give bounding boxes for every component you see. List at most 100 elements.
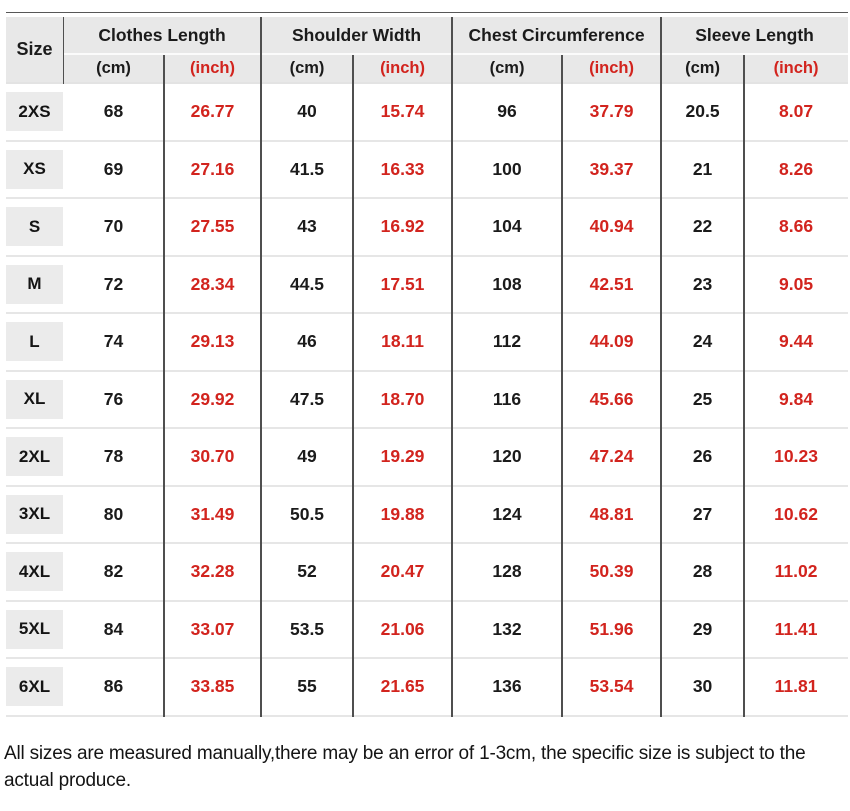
shoulder-width-inch: 18.11 — [353, 314, 453, 372]
table-row: M 72 28.34 44.5 17.51 108 42.51 23 9.05 — [6, 256, 849, 314]
sleeve-length-inch: 8.26 — [744, 141, 849, 199]
table-gridline — [352, 55, 354, 717]
chest-circumference-cm: 128 — [452, 544, 563, 602]
shoulder-width-cm: 50.5 — [261, 486, 354, 544]
clothes-length-inch: 31.49 — [164, 486, 262, 544]
size-label: 2XS — [6, 92, 63, 132]
shoulder-width-cm: 40 — [261, 84, 354, 142]
column-header-shoulder-width: Shoulder Width — [261, 17, 453, 55]
sleeve-length-inch: 8.07 — [744, 84, 849, 142]
size-cell: 5XL — [6, 601, 63, 659]
column-header-size: Size — [6, 17, 63, 84]
unit-header-cm: (cm) — [63, 55, 164, 84]
table-gridline — [260, 17, 262, 717]
table-gridline — [62, 17, 64, 84]
chest-circumference-cm: 120 — [452, 429, 563, 487]
size-label: XL — [6, 379, 63, 419]
table-row: S 70 27.55 43 16.92 104 40.94 22 8.66 — [6, 199, 849, 257]
size-table: Size Clothes Length Shoulder Width Chest… — [6, 17, 849, 717]
shoulder-width-inch: 19.88 — [353, 486, 453, 544]
shoulder-width-cm: 43 — [261, 199, 354, 257]
shoulder-width-inch: 21.06 — [353, 601, 453, 659]
size-cell: 3XL — [6, 486, 63, 544]
table-subheader-row: (cm) (inch) (cm) (inch) (cm) (inch) (cm)… — [6, 55, 849, 84]
clothes-length-cm: 70 — [63, 199, 164, 257]
clothes-length-inch: 26.77 — [164, 84, 262, 142]
size-label: XS — [6, 149, 63, 189]
clothes-length-inch: 29.92 — [164, 371, 262, 429]
sleeve-length-cm: 22 — [661, 199, 745, 257]
shoulder-width-cm: 47.5 — [261, 371, 354, 429]
shoulder-width-cm: 44.5 — [261, 256, 354, 314]
clothes-length-inch: 33.07 — [164, 601, 262, 659]
column-header-sleeve-length: Sleeve Length — [661, 17, 849, 55]
table-row: 5XL 84 33.07 53.5 21.06 132 51.96 29 11.… — [6, 601, 849, 659]
sleeve-length-inch: 10.62 — [744, 486, 849, 544]
shoulder-width-cm: 49 — [261, 429, 354, 487]
table-row: 3XL 80 31.49 50.5 19.88 124 48.81 27 10.… — [6, 486, 849, 544]
clothes-length-inch: 32.28 — [164, 544, 262, 602]
size-label: 5XL — [6, 609, 63, 649]
chest-circumference-cm: 124 — [452, 486, 563, 544]
chest-circumference-cm: 104 — [452, 199, 563, 257]
shoulder-width-inch: 20.47 — [353, 544, 453, 602]
chest-circumference-cm: 100 — [452, 141, 563, 199]
chest-circumference-cm: 132 — [452, 601, 563, 659]
chest-circumference-inch: 51.96 — [562, 601, 662, 659]
chest-circumference-inch: 50.39 — [562, 544, 662, 602]
unit-header-cm: (cm) — [452, 55, 563, 84]
clothes-length-cm: 76 — [63, 371, 164, 429]
table-row: 2XS 68 26.77 40 15.74 96 37.79 20.5 8.07 — [6, 84, 849, 142]
sleeve-length-cm: 27 — [661, 486, 745, 544]
size-cell: S — [6, 199, 63, 257]
shoulder-width-inch: 17.51 — [353, 256, 453, 314]
clothes-length-inch: 28.34 — [164, 256, 262, 314]
table-row: 2XL 78 30.70 49 19.29 120 47.24 26 10.23 — [6, 429, 849, 487]
sleeve-length-inch: 8.66 — [744, 199, 849, 257]
sleeve-length-cm: 29 — [661, 601, 745, 659]
chest-circumference-cm: 116 — [452, 371, 563, 429]
chest-circumference-cm: 136 — [452, 659, 563, 717]
chest-circumference-inch: 47.24 — [562, 429, 662, 487]
shoulder-width-cm: 41.5 — [261, 141, 354, 199]
size-label: 4XL — [6, 552, 63, 592]
sleeve-length-inch: 9.44 — [744, 314, 849, 372]
clothes-length-inch: 33.85 — [164, 659, 262, 717]
chest-circumference-cm: 108 — [452, 256, 563, 314]
clothes-length-cm: 80 — [63, 486, 164, 544]
size-cell: L — [6, 314, 63, 372]
sleeve-length-cm: 24 — [661, 314, 745, 372]
sleeve-length-inch: 11.81 — [744, 659, 849, 717]
chest-circumference-inch: 53.54 — [562, 659, 662, 717]
unit-header-inch: (inch) — [353, 55, 453, 84]
size-cell: XL — [6, 371, 63, 429]
sleeve-length-inch: 11.41 — [744, 601, 849, 659]
size-label: 2XL — [6, 437, 63, 477]
sleeve-length-cm: 30 — [661, 659, 745, 717]
size-label: L — [6, 322, 63, 362]
chest-circumference-inch: 45.66 — [562, 371, 662, 429]
chest-circumference-inch: 37.79 — [562, 84, 662, 142]
table-row: L 74 29.13 46 18.11 112 44.09 24 9.44 — [6, 314, 849, 372]
clothes-length-inch: 30.70 — [164, 429, 262, 487]
clothes-length-cm: 68 — [63, 84, 164, 142]
sleeve-length-cm: 26 — [661, 429, 745, 487]
unit-header-inch: (inch) — [562, 55, 662, 84]
size-label: 6XL — [6, 667, 63, 707]
column-header-chest-circumference: Chest Circumference — [452, 17, 662, 55]
top-divider — [6, 12, 848, 13]
sleeve-length-cm: 28 — [661, 544, 745, 602]
table-row: 6XL 86 33.85 55 21.65 136 53.54 30 11.81 — [6, 659, 849, 717]
table-row: XS 69 27.16 41.5 16.33 100 39.37 21 8.26 — [6, 141, 849, 199]
shoulder-width-inch: 16.92 — [353, 199, 453, 257]
sleeve-length-inch: 10.23 — [744, 429, 849, 487]
clothes-length-cm: 72 — [63, 256, 164, 314]
table-row: XL 76 29.92 47.5 18.70 116 45.66 25 9.84 — [6, 371, 849, 429]
chest-circumference-cm: 96 — [452, 84, 563, 142]
table-header-row: Size Clothes Length Shoulder Width Chest… — [6, 17, 849, 84]
sleeve-length-cm: 23 — [661, 256, 745, 314]
shoulder-width-inch: 21.65 — [353, 659, 453, 717]
table-gridline — [451, 17, 453, 717]
shoulder-width-cm: 53.5 — [261, 601, 354, 659]
